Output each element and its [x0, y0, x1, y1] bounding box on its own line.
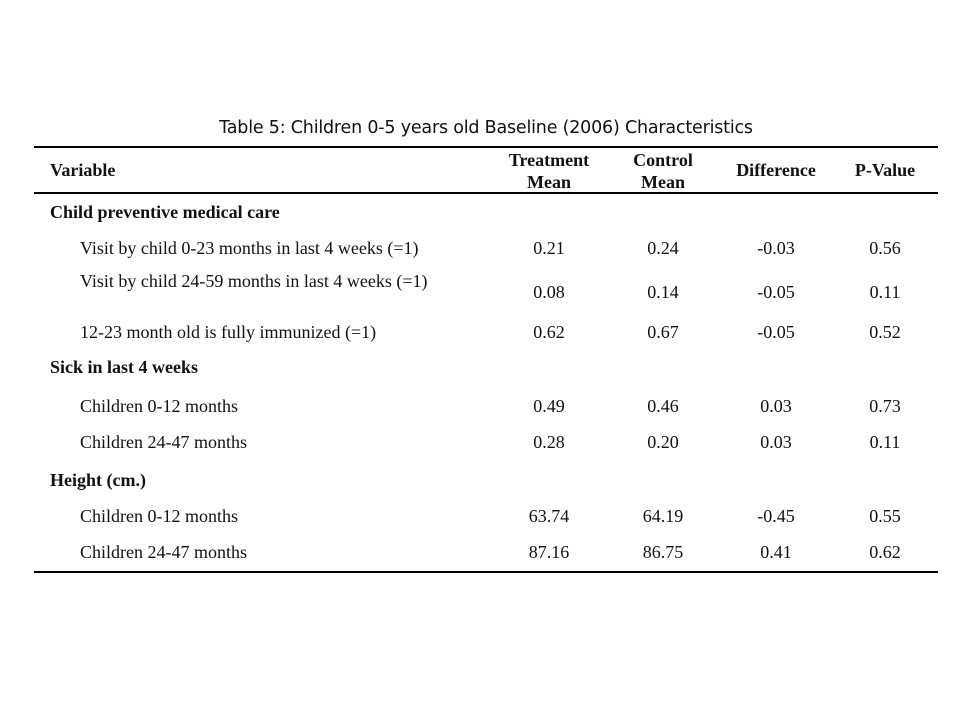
cell-control: 86.75: [642, 542, 684, 562]
cell-treatment: 63.74: [528, 506, 570, 526]
section-height-cm: Height (cm.): [50, 470, 146, 490]
cell-treatment: 0.49: [533, 396, 565, 416]
cell-pvalue: 0.11: [869, 282, 901, 302]
row-label: 12-23 month old is fully immunized (=1): [80, 322, 377, 342]
cell-treatment: 87.16: [528, 542, 570, 562]
section-child-preventive-care: Child preventive medical care: [50, 202, 280, 222]
cell-difference: -0.03: [757, 238, 795, 258]
cell-pvalue: 0.73: [869, 396, 901, 416]
header-treatment-mean: Treatment Mean: [490, 149, 608, 193]
cell-treatment: 0.21: [533, 238, 565, 258]
cell-difference: 0.03: [760, 432, 792, 452]
header-rule: [34, 192, 938, 194]
header-variable: Variable: [50, 160, 116, 180]
row-label: Children 24-47 months: [80, 432, 247, 452]
row-label: Children 0-12 months: [80, 506, 238, 526]
cell-difference: -0.45: [757, 506, 795, 526]
cell-treatment: 0.62: [533, 322, 565, 342]
cell-control: 0.67: [647, 322, 679, 342]
header-pvalue: P-Value: [854, 160, 916, 180]
row-label: Visit by child 24-59 months in last 4 we…: [80, 271, 428, 291]
cell-control: 0.14: [647, 282, 679, 302]
cell-treatment: 0.28: [533, 432, 565, 452]
header-control-mean: Control Mean: [604, 149, 722, 193]
cell-control: 0.24: [647, 238, 679, 258]
cell-difference: 0.41: [760, 542, 792, 562]
cell-pvalue: 0.11: [869, 432, 901, 452]
table-top-rule: [34, 146, 938, 148]
header-difference: Difference: [736, 160, 816, 180]
row-label: Visit by child 0-23 months in last 4 wee…: [80, 238, 419, 258]
cell-treatment: 0.08: [533, 282, 565, 302]
cell-pvalue: 0.52: [869, 322, 901, 342]
header-control-line2: Mean: [641, 172, 685, 192]
row-label: Children 24-47 months: [80, 542, 247, 562]
section-sick-last-4-weeks: Sick in last 4 weeks: [50, 357, 199, 377]
cell-difference: -0.05: [757, 322, 795, 342]
cell-control: 0.20: [647, 432, 679, 452]
table-bottom-rule: [34, 571, 938, 573]
cell-pvalue: 0.62: [869, 542, 901, 562]
header-treatment-line1: Treatment: [508, 150, 590, 170]
cell-pvalue: 0.56: [869, 238, 901, 258]
table-title: Table 5: Children 0-5 years old Baseline…: [219, 118, 753, 138]
row-label: Children 0-12 months: [80, 396, 238, 416]
header-control-line1: Control: [633, 150, 693, 170]
cell-difference: -0.05: [757, 282, 795, 302]
cell-control: 0.46: [647, 396, 679, 416]
header-treatment-line2: Mean: [527, 172, 571, 192]
cell-difference: 0.03: [760, 396, 792, 416]
cell-control: 64.19: [642, 506, 684, 526]
cell-pvalue: 0.55: [869, 506, 901, 526]
